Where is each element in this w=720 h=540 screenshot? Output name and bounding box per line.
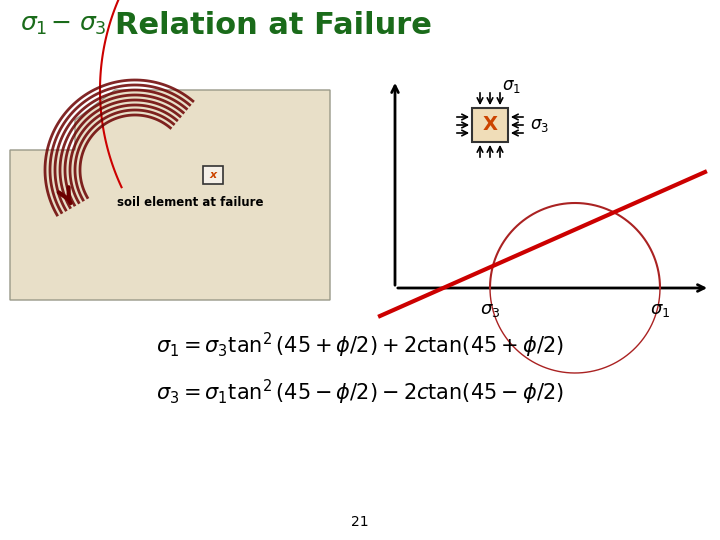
Text: 21: 21 xyxy=(351,515,369,529)
Text: $\sigma_1$: $\sigma_1$ xyxy=(20,13,48,37)
Text: $\sigma_3$: $\sigma_3$ xyxy=(480,301,500,319)
Text: $\sigma_1 = \sigma_3 \tan^2(45+\phi/2) + 2c\tan(45+\phi/2)$: $\sigma_1 = \sigma_3 \tan^2(45+\phi/2) +… xyxy=(156,330,564,360)
Text: $\sigma_3$: $\sigma_3$ xyxy=(530,116,549,134)
Text: $\sigma_1$: $\sigma_1$ xyxy=(502,77,521,95)
Text: $-\ \sigma_3$: $-\ \sigma_3$ xyxy=(50,13,107,37)
Bar xyxy=(203,166,223,184)
Text: Relation at Failure: Relation at Failure xyxy=(115,10,432,39)
Text: $\sigma_1$: $\sigma_1$ xyxy=(650,301,670,319)
Text: soil element at failure: soil element at failure xyxy=(117,195,264,208)
Text: $\sigma_3 = \sigma_1 \tan^2(45-\phi/2) - 2c\tan(45-\phi/2)$: $\sigma_3 = \sigma_1 \tan^2(45-\phi/2) -… xyxy=(156,377,564,407)
Text: x: x xyxy=(210,170,217,180)
Text: X: X xyxy=(482,116,498,134)
Bar xyxy=(472,108,508,142)
Polygon shape xyxy=(10,90,330,300)
